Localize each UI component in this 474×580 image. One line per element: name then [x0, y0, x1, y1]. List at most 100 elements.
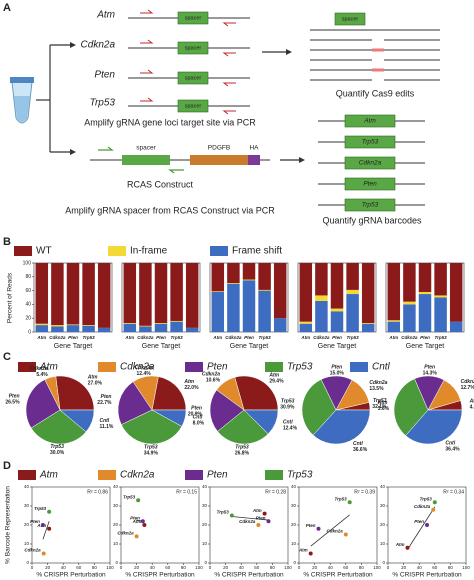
spacer-box [177, 99, 209, 113]
barcode-label: Trp53 [362, 139, 379, 146]
bar-segment [227, 283, 240, 284]
bar-segment [434, 297, 447, 332]
pie-label: Cdkn2a [202, 371, 220, 377]
x-tick-label: 100 [462, 565, 470, 570]
x-tick-label: Cdkn2a [313, 335, 330, 340]
y-tick-label: 20 [202, 522, 208, 527]
panel-letter: A [3, 2, 11, 14]
bar-segment [418, 263, 432, 292]
y-tick-label: 60 [25, 288, 31, 294]
legend-swatch [14, 246, 32, 256]
bar-segment [258, 290, 271, 332]
spacer-box [177, 41, 209, 55]
barcode-box [344, 114, 396, 128]
y-tick-label: 0 [382, 560, 385, 565]
bar-segment [211, 291, 225, 292]
bar-segment [123, 323, 137, 324]
x-axis-title: Gene Target [142, 343, 180, 350]
bar-segment [211, 291, 225, 332]
pie-label: Pten [9, 394, 20, 400]
pie-slice [209, 389, 245, 432]
x-axis-title: Gene Target [318, 343, 356, 350]
step-text: Amplify gRNA gene loci target site via P… [84, 117, 256, 127]
bar-segment [185, 327, 199, 332]
bar-segment [66, 263, 80, 325]
x-axis-title: Gene Target [230, 343, 268, 350]
result-text: Quantify Cas9 edits [336, 88, 415, 98]
bar-segment [299, 323, 313, 332]
x-tick-label: 40 [150, 565, 156, 570]
spacer-box [122, 155, 170, 165]
primer [140, 39, 154, 44]
pie-value-label: 13.5% [369, 386, 384, 392]
point-label: Trp53 [123, 494, 136, 499]
point [136, 498, 141, 503]
y-tick-label: 100 [23, 260, 32, 266]
point-label: Trp53 [335, 496, 348, 501]
pie-value-label: 5.4% [36, 372, 48, 378]
x-tick-label: 100 [373, 565, 381, 570]
pie-label: Atm [268, 372, 279, 378]
pie-value-label: 8.0% [193, 420, 205, 426]
bar-segment [299, 321, 313, 324]
primer [222, 82, 236, 87]
pie-slice [405, 409, 463, 445]
x-tick-label: Cdkn2a [137, 335, 154, 340]
pie-value-label: 26.8% [235, 450, 250, 456]
x-tick-label: Trp53 [435, 335, 448, 340]
bar-segment [361, 263, 375, 324]
x-tick-label: Pten [68, 335, 78, 340]
bar-segment [82, 325, 95, 326]
bar-segment [66, 324, 80, 326]
x-tick-label: 0 [120, 565, 123, 570]
point-label: Pten [130, 515, 140, 520]
pie-label: Cntl [193, 414, 203, 420]
x-axis-title: % CRISPR Perturbation [36, 572, 106, 579]
point [431, 507, 436, 512]
pie-value-label: 30.0% [50, 450, 65, 456]
spacer-label: spacer [185, 45, 202, 51]
edit-gap [372, 78, 384, 82]
bar-segment [299, 263, 313, 322]
pie-label: Pten [191, 405, 202, 411]
gene-name: Cdkn2a [81, 40, 116, 51]
pie-slice [301, 379, 337, 436]
bar-segment [139, 326, 152, 332]
pie-slice [59, 409, 95, 433]
x-tick-label: 20 [401, 565, 407, 570]
barcode-box [344, 198, 396, 212]
point [134, 534, 139, 539]
bar-segment [418, 291, 432, 295]
bar-segment [123, 263, 137, 324]
point [47, 526, 52, 531]
x-tick-label: 80 [270, 565, 276, 570]
gene-name: Pten [94, 70, 115, 81]
legend-swatch [265, 362, 283, 372]
x-tick-label: 80 [92, 565, 98, 570]
construct-label: HA [249, 145, 259, 152]
x-tick-label: 60 [254, 565, 260, 570]
pie-label: Cntl [353, 441, 363, 447]
pie-value-label: 20.9% [188, 411, 203, 417]
bar-segment [242, 263, 256, 280]
x-tick-label: 60 [343, 565, 349, 570]
bar-segment [242, 279, 256, 281]
pie-label: Atm [183, 379, 194, 385]
legend-label: Cdkn2a [120, 362, 155, 373]
y-axis-title: % Barcode Representation [5, 486, 12, 564]
point-label: Cdkn2a [239, 519, 256, 524]
x-tick-label: 0 [209, 565, 212, 570]
barcode-label: Pten [363, 181, 377, 188]
panel-letter: D [3, 460, 11, 472]
legend-label: Atm [39, 470, 58, 481]
pie-label: Trp53 [50, 444, 64, 450]
point [316, 526, 321, 531]
panel-letter: B [3, 236, 11, 248]
legend-swatch [108, 246, 126, 256]
pie-value-label: 12.4% [283, 426, 298, 432]
point-label: Atm [252, 508, 262, 513]
bar-segment [273, 318, 287, 332]
pie-value-label: 22.7% [97, 400, 112, 406]
pie-value-label: 14.3% [423, 370, 438, 376]
pie-label: Cdkn2a [30, 366, 48, 372]
